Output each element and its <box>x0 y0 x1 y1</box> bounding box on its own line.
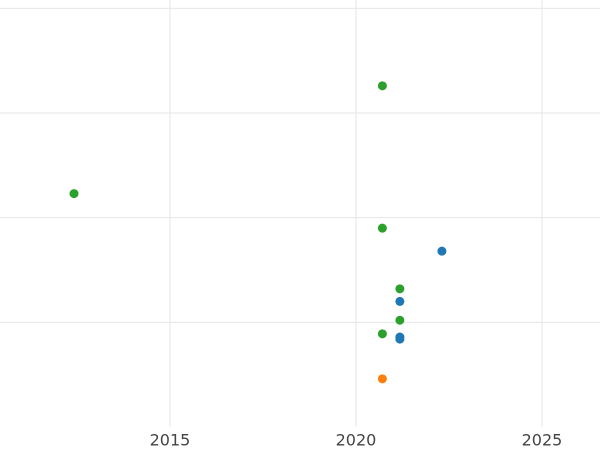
data-point <box>395 315 405 325</box>
data-point <box>395 334 405 344</box>
x-tick-label: 2020 <box>336 431 377 450</box>
x-tick-label: 2015 <box>150 431 191 450</box>
data-point <box>377 223 387 233</box>
data-point <box>377 374 387 384</box>
x-tick-label: 2025 <box>522 431 563 450</box>
data-point <box>377 329 387 339</box>
data-point <box>69 189 79 199</box>
data-point <box>395 284 405 294</box>
data-point <box>377 81 387 91</box>
data-point <box>395 296 405 306</box>
data-point <box>437 246 447 256</box>
